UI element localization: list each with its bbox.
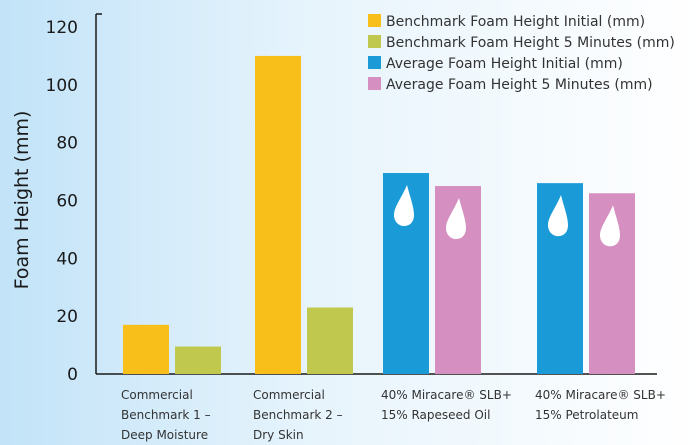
y-tick-label: 40	[56, 249, 78, 269]
legend-label: Average Foam Height Initial (mm)	[386, 56, 623, 72]
y-tick-label: 80	[56, 134, 78, 154]
legend-swatch	[368, 77, 381, 90]
water-drop-icon	[446, 198, 466, 240]
y-tick-label: 120	[46, 18, 78, 38]
category-label-line: Benchmark 2 –	[253, 408, 343, 422]
y-tick-label: 100	[46, 76, 78, 96]
y-tick-label: 20	[56, 307, 78, 327]
category-label-line: 15% Rapeseed Oil	[381, 408, 490, 422]
y-tick-label: 60	[56, 192, 78, 212]
legend-swatch	[368, 56, 381, 69]
bar	[123, 324, 169, 374]
bar	[255, 55, 301, 375]
category-label-line: Dry Skin	[253, 428, 304, 442]
category-label: Commercial Benchmark 1 – Deep Moisture	[121, 388, 211, 442]
category-label-line: 40% Miracare® SLB+	[535, 388, 666, 402]
y-tick-label: 0	[67, 365, 78, 385]
category-label-line: Deep Moisture	[121, 428, 208, 442]
bar	[175, 346, 221, 374]
water-drop-icon	[600, 205, 620, 247]
category-label: 40% Miracare® SLB+ 15% Rapeseed Oil	[381, 388, 512, 422]
y-ticks: 0 20 40 60 80 100 120	[46, 18, 78, 385]
legend-swatch	[368, 35, 381, 48]
legend-label: Average Foam Height 5 Minutes (mm)	[386, 77, 653, 93]
category-label-line: Commercial	[121, 388, 193, 402]
category-label-line: Benchmark 1 –	[121, 408, 211, 422]
category-label-line: 40% Miracare® SLB+	[381, 388, 512, 402]
legend-label: Benchmark Foam Height Initial (mm)	[386, 14, 645, 30]
legend-label: Benchmark Foam Height 5 Minutes (mm)	[386, 35, 675, 51]
bar	[307, 307, 353, 374]
category-label-line: Commercial	[253, 388, 325, 402]
legend: Benchmark Foam Height Initial (mm) Benchm…	[368, 14, 675, 93]
category-label: 40% Miracare® SLB+ 15% Petrolateum	[535, 388, 666, 422]
y-axis-title: Foam Height (mm)	[11, 111, 33, 290]
drop-icons	[394, 185, 620, 247]
category-labels: Commercial Benchmark 1 – Deep MoistureComm…	[121, 388, 666, 442]
water-drop-icon	[394, 185, 414, 227]
bars	[123, 55, 635, 375]
category-label-line: 15% Petrolateum	[535, 408, 638, 422]
category-label: Commercial Benchmark 2 – Dry Skin	[253, 388, 343, 442]
legend-swatch	[368, 14, 381, 27]
water-drop-icon	[548, 195, 568, 237]
